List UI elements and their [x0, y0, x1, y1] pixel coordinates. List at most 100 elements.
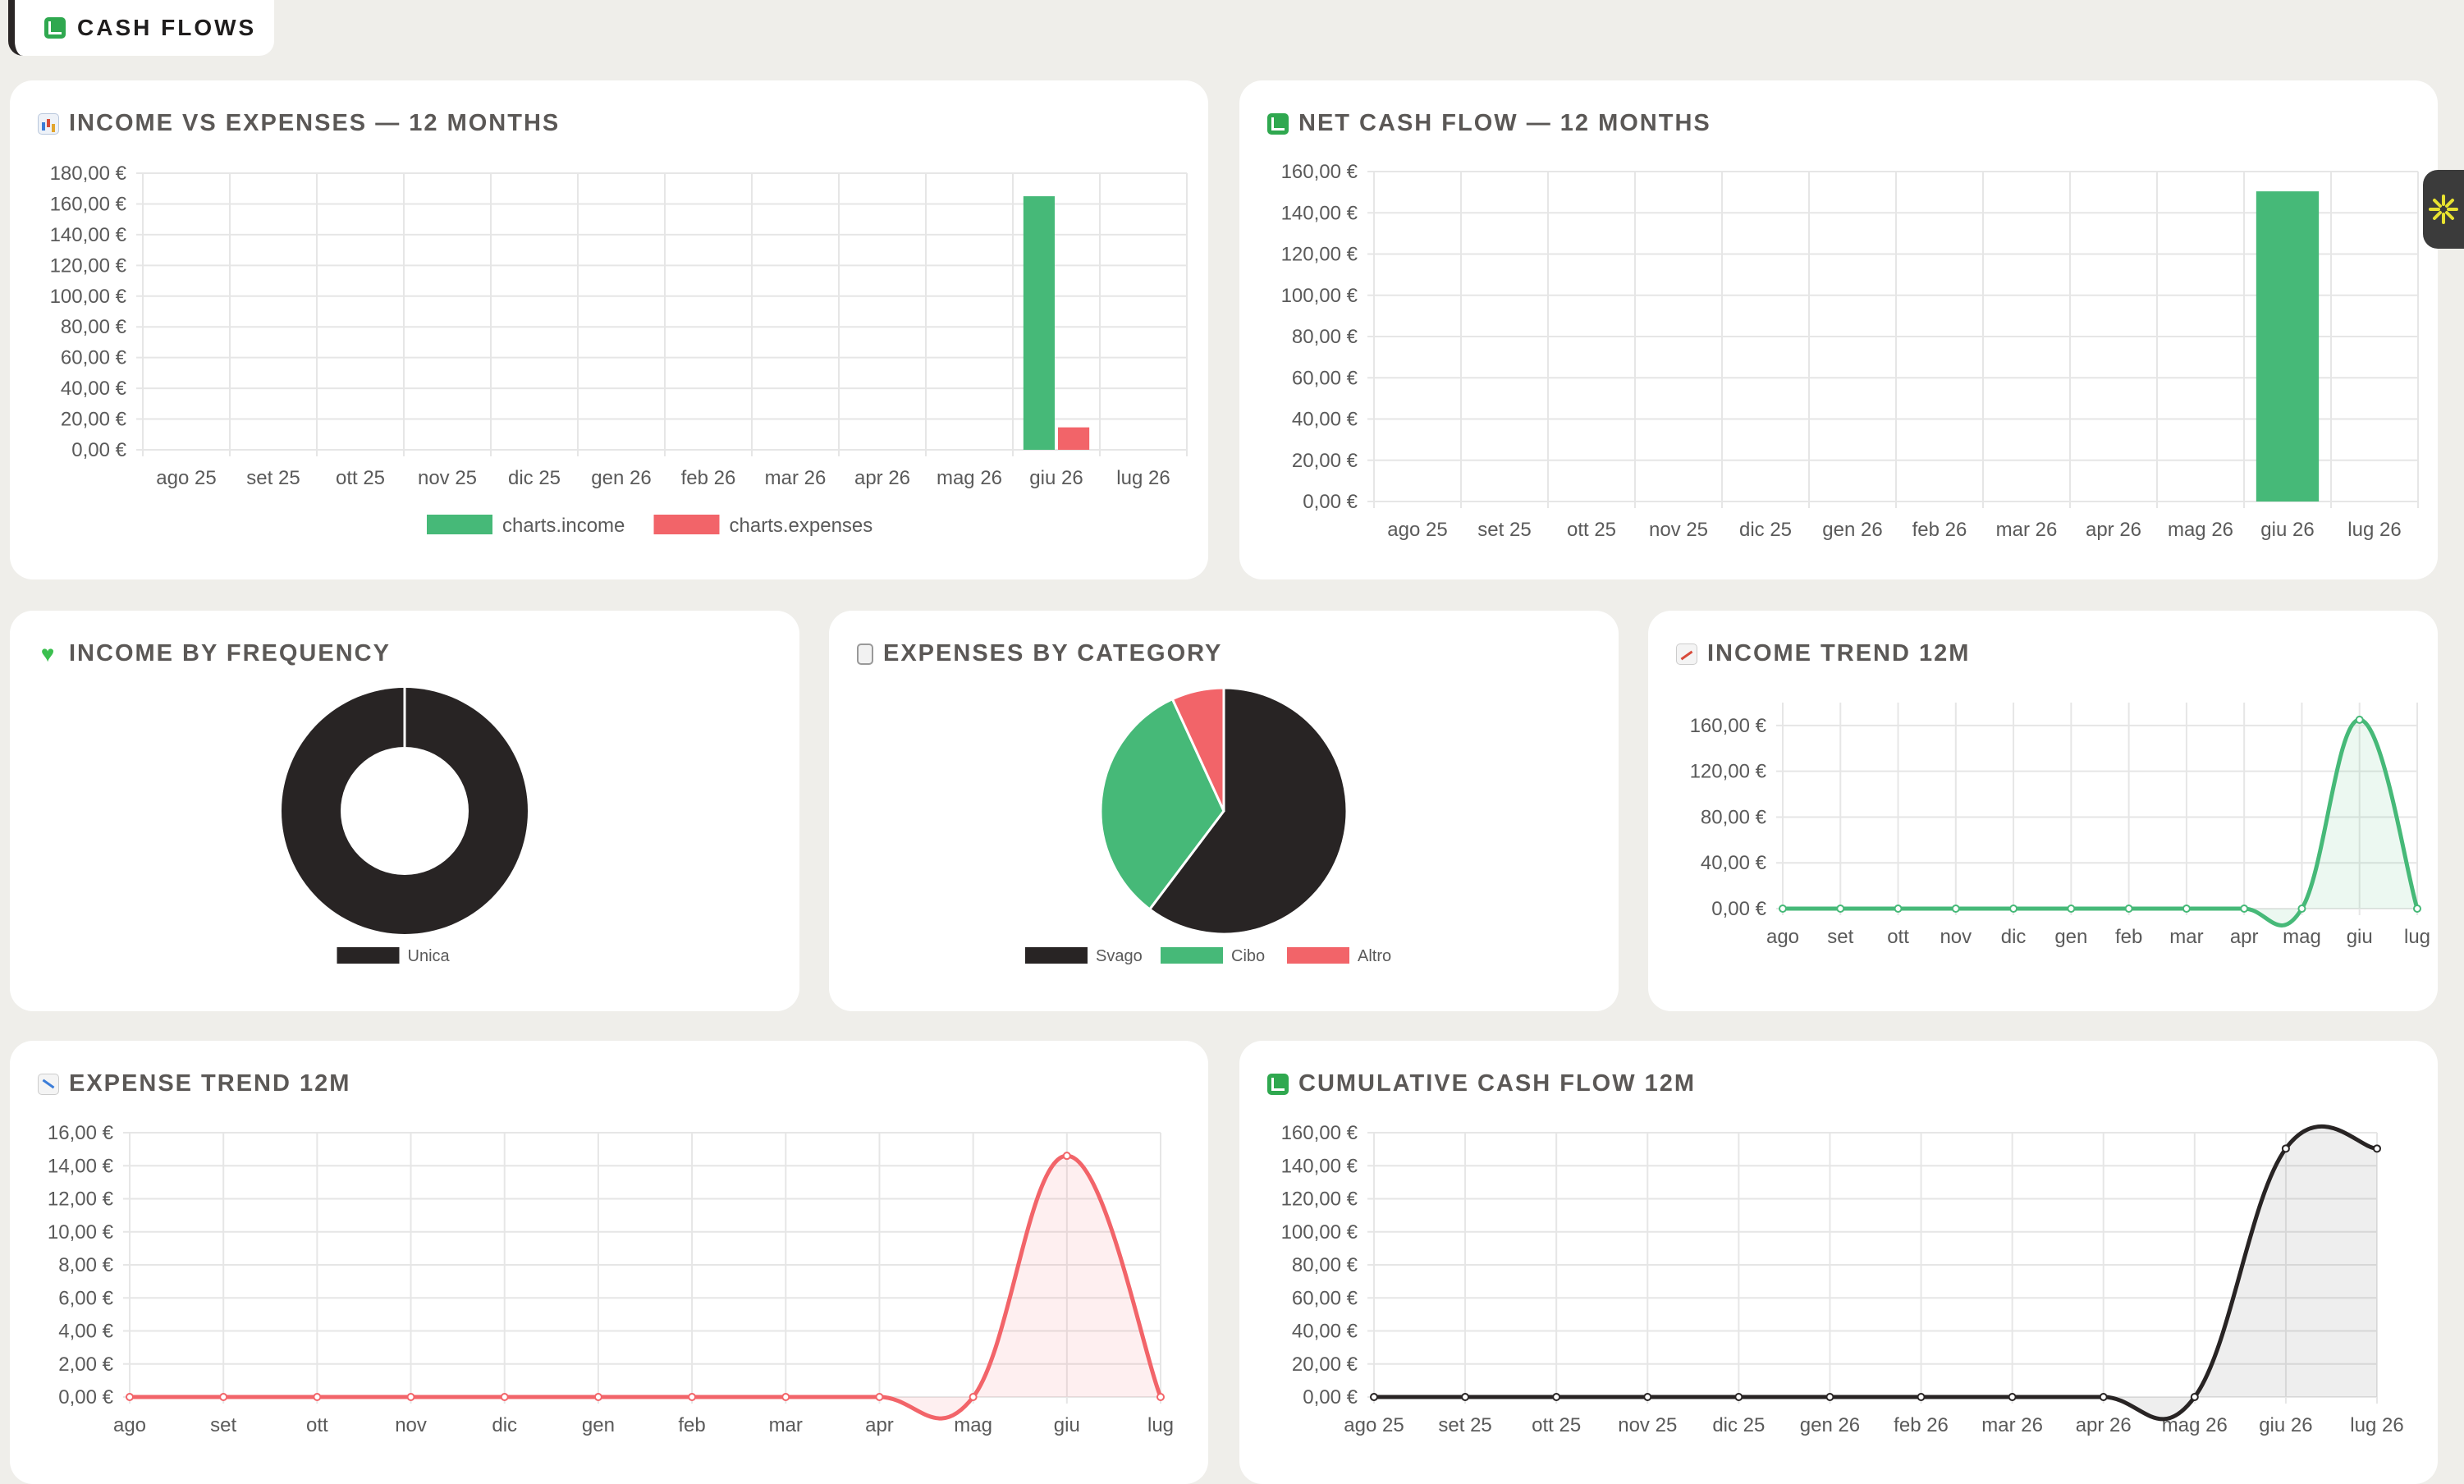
data-point-set	[1836, 905, 1845, 913]
card-expense-trend: EXPENSE TREND 12M 0,00 € 2,00 € 4,00 € 6,00…	[10, 1041, 1208, 1484]
x-tick-label: ago	[1766, 926, 1799, 948]
y-tick-label: 140,00 €	[50, 224, 127, 246]
y-tick-label: 14,00 €	[48, 1155, 114, 1177]
y-tick-label: 20,00 €	[61, 409, 127, 431]
data-point-apr	[875, 1393, 884, 1401]
y-tick-label: 40,00 €	[1292, 1321, 1358, 1343]
y-tick-label: 0,00 €	[1711, 898, 1766, 920]
trend-down-icon	[38, 1073, 59, 1095]
y-tick-label: 140,00 €	[1281, 1155, 1358, 1177]
y-tick-label: 0,00 €	[1303, 491, 1358, 513]
x-tick-label: giu 26	[1029, 467, 1083, 489]
x-tick-label: mar 26	[1996, 519, 2058, 541]
y-tick-label: 120,00 €	[1281, 244, 1358, 266]
y-tick-label: 60,00 €	[1292, 1287, 1358, 1309]
x-tick-label: giu 26	[2259, 1414, 2312, 1436]
x-tick-label: giu	[2347, 926, 2373, 948]
y-tick-label: 100,00 €	[50, 286, 127, 308]
data-point-gen-26	[1825, 1393, 1834, 1401]
data-point-set	[219, 1393, 228, 1401]
x-tick-label: ago 25	[1387, 519, 1447, 541]
x-tick-label: dic 25	[1739, 519, 1792, 541]
y-tick-label: 120,00 €	[50, 254, 127, 277]
x-tick-label: lug 26	[1116, 467, 1170, 489]
legend-swatch	[1287, 947, 1349, 964]
data-point-lug	[2413, 905, 2421, 913]
x-tick-label: gen 26	[591, 467, 651, 489]
y-tick-label: 180,00 €	[50, 163, 127, 185]
y-tick-label: 60,00 €	[1292, 367, 1358, 389]
income-trend-chart: 0,00 € 40,00 € 80,00 € 120,00 € 160,00 € ago s…	[1690, 703, 2430, 948]
data-point-ott	[313, 1393, 322, 1401]
card-title: INCOME VS EXPENSES — 12 MONTHS	[69, 110, 561, 136]
y-tick-label: 0,00 €	[58, 1386, 113, 1408]
data-point-ago	[126, 1393, 134, 1401]
legend-swatch	[653, 515, 720, 534]
card-expenses-by-category: EXPENSES BY CATEGORY Svago Cibo Altro	[829, 611, 1619, 1011]
y-tick-label: 120,00 €	[1281, 1189, 1358, 1211]
donut-hole	[341, 747, 469, 875]
y-tick-label: 160,00 €	[50, 193, 127, 215]
y-tick-label: 16,00 €	[48, 1122, 114, 1144]
chart-up-icon	[44, 17, 66, 39]
data-point-feb	[2124, 905, 2133, 913]
data-point-ott	[1894, 905, 1903, 913]
slice-cibo	[1099, 697, 1225, 911]
income-by-frequency-chart: Unica	[282, 688, 528, 965]
sparkle-icon	[2429, 195, 2458, 224]
legend-swatch	[427, 515, 492, 534]
x-tick-label: ott 25	[1567, 519, 1616, 541]
y-tick-label: 8,00 €	[58, 1254, 113, 1276]
x-tick-label: mag 26	[2168, 519, 2233, 541]
data-point-lug	[1156, 1393, 1165, 1401]
x-tick-label: lug	[2404, 926, 2430, 948]
x-tick-label: nov	[1940, 926, 1972, 948]
trend-up-icon	[1676, 643, 1697, 665]
x-tick-label: dic	[492, 1414, 517, 1436]
card-net-cash-flow: NET CASH FLOW — 12 MONTHS 0,00 € 20,00 € 4…	[1239, 80, 2438, 579]
net-cash-flow-chart: 0,00 € 20,00 € 40,00 € 60,00 € 80,00 € 100,00…	[1281, 161, 2419, 541]
data-point-dic-25	[1734, 1393, 1743, 1401]
data-point-nov-25	[1643, 1393, 1652, 1401]
x-tick-label: nov 25	[1649, 519, 1708, 541]
card-title-row: EXPENSE TREND 12M	[38, 1070, 350, 1097]
data-point-apr-26	[2099, 1393, 2108, 1401]
y-tick-label: 100,00 €	[1281, 1221, 1358, 1244]
data-point-feb	[688, 1393, 697, 1401]
x-tick-label: feb	[2115, 926, 2142, 948]
page-tab-cash-flows[interactable]: CASH FLOWS	[8, 0, 274, 56]
x-tick-label: set 25	[1477, 519, 1531, 541]
data-point-apr	[2240, 905, 2249, 913]
x-tick-label: giu 26	[2260, 519, 2314, 541]
x-tick-label: ott	[306, 1414, 328, 1436]
data-point-ago-25	[1370, 1393, 1378, 1401]
area-fill	[1783, 719, 2417, 926]
area-fill	[130, 1156, 1161, 1419]
data-point-mar	[781, 1393, 790, 1401]
legend-label: charts.expenses	[730, 515, 873, 537]
expenses-by-category-chart: Svago Cibo Altro	[1025, 686, 1391, 965]
card-title: INCOME BY FREQUENCY	[69, 640, 391, 666]
chart-up-icon	[1267, 1073, 1289, 1095]
y-tick-label: 0,00 €	[71, 439, 126, 461]
legend-label: Svago	[1096, 947, 1143, 965]
y-tick-label: 10,00 €	[48, 1221, 114, 1244]
data-point-giu-26	[2281, 1144, 2290, 1153]
y-tick-label: 40,00 €	[1701, 852, 1767, 874]
data-point-mag	[2297, 905, 2306, 913]
x-tick-label: gen	[582, 1414, 615, 1436]
x-tick-label: feb 26	[681, 467, 736, 489]
x-tick-label: ott	[1887, 926, 1909, 948]
x-tick-label: dic 25	[1712, 1414, 1765, 1436]
x-tick-label: ott 25	[1532, 1414, 1581, 1436]
x-tick-label: lug 26	[2347, 519, 2401, 541]
bar-chart-icon	[38, 112, 59, 135]
data-point-gen	[2067, 905, 2076, 913]
y-tick-label: 160,00 €	[1281, 1122, 1358, 1144]
data-point-ago	[1779, 905, 1787, 913]
x-tick-label: ago	[113, 1414, 146, 1436]
assistant-widget-button[interactable]	[2423, 170, 2464, 249]
y-tick-label: 80,00 €	[1701, 806, 1767, 828]
x-tick-label: mar 26	[1981, 1414, 2043, 1436]
card-title: INCOME TREND 12M	[1707, 640, 1971, 666]
